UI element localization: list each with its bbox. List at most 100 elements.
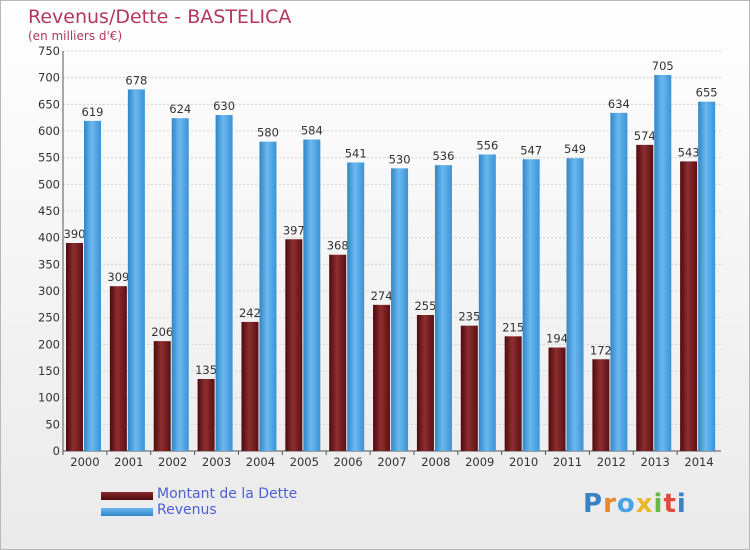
data-label: 215 (502, 320, 524, 334)
logo-letter: t (663, 489, 677, 519)
y-tick-label: 150 (38, 364, 60, 378)
y-tick-label: 0 (53, 444, 60, 458)
data-label: 390 (64, 227, 86, 241)
bar-revenus (391, 168, 409, 452)
data-label: 368 (327, 239, 349, 253)
bar-dette (504, 336, 522, 451)
data-label: 206 (151, 325, 173, 339)
y-tick-label: 300 (38, 284, 60, 298)
legend-swatch-dette (101, 492, 153, 500)
x-tick-label: 2001 (114, 455, 143, 469)
bar-revenus (478, 154, 496, 451)
y-tick-label: 550 (38, 151, 60, 165)
data-label: 543 (678, 145, 700, 159)
bar-revenus (698, 101, 716, 452)
x-tick-label: 2002 (158, 455, 187, 469)
bar-revenus (522, 159, 540, 451)
y-tick-label: 500 (38, 177, 60, 191)
bar-dette (153, 341, 171, 451)
data-label: 655 (696, 86, 718, 100)
logo-letter: r (603, 489, 617, 519)
bar-dette (329, 254, 347, 451)
bar-dette (636, 144, 654, 451)
x-tick-label: 2000 (70, 455, 99, 469)
bar-revenus (566, 158, 584, 451)
bar-revenus (610, 112, 628, 451)
chart-title: Revenus/Dette - BASTELICA (28, 6, 292, 28)
x-tick-label: 2003 (202, 455, 231, 469)
y-tick-label: 450 (38, 204, 60, 218)
y-tick-label: 400 (38, 231, 60, 245)
x-tick-label: 2011 (553, 455, 582, 469)
data-label: 274 (371, 289, 393, 303)
x-tick-label: 2005 (290, 455, 319, 469)
bar-revenus (434, 165, 452, 451)
data-label: 194 (546, 332, 568, 346)
y-tick-label: 200 (38, 337, 60, 351)
bar-revenus (654, 75, 672, 451)
data-label: 580 (257, 126, 279, 140)
bar-revenus (171, 118, 189, 451)
logo-letter: x (635, 489, 654, 519)
logo-letter: o (616, 489, 636, 519)
bar-dette (241, 321, 259, 451)
bar-revenus (127, 89, 145, 452)
y-tick-label: 100 (38, 391, 60, 405)
bar-dette (109, 286, 127, 451)
bar-revenus (259, 141, 277, 451)
y-tick-label: 350 (38, 257, 60, 271)
bar-dette (416, 315, 434, 451)
bar-revenus (215, 115, 233, 451)
x-tick-label: 2006 (333, 455, 362, 469)
bar-revenus (303, 139, 321, 452)
data-label: 172 (590, 343, 612, 357)
bar-dette (592, 359, 610, 451)
proxiti-logo: Proxiti (583, 489, 687, 519)
data-label: 135 (195, 363, 217, 377)
legend-swatch-revenus (101, 508, 153, 516)
data-label: 530 (389, 152, 411, 166)
bar-dette (548, 347, 566, 451)
data-label: 235 (458, 310, 480, 324)
data-label: 705 (652, 59, 674, 73)
data-label: 634 (608, 97, 630, 111)
chart-subtitle: (en milliers d'€) (28, 29, 123, 43)
x-tick-label: 2014 (684, 455, 713, 469)
x-tick-label: 2013 (641, 455, 670, 469)
bar-dette (197, 379, 215, 451)
x-tick-label: 2012 (597, 455, 626, 469)
legend-label-revenus: Revenus (157, 502, 217, 518)
y-tick-label: 50 (45, 417, 60, 431)
y-tick-label: 700 (38, 71, 60, 85)
data-label: 547 (520, 143, 542, 157)
data-label: 619 (82, 105, 104, 119)
data-label: 678 (125, 73, 147, 87)
data-label: 624 (169, 102, 191, 116)
y-tick-label: 600 (38, 124, 60, 138)
bar-dette (66, 243, 83, 451)
bar-dette (460, 325, 478, 451)
data-label: 255 (414, 299, 436, 313)
bar-dette (285, 239, 303, 451)
x-tick-label: 2007 (377, 455, 406, 469)
y-tick-label: 750 (38, 44, 60, 58)
x-tick-label: 2009 (465, 455, 494, 469)
data-label: 630 (213, 99, 235, 113)
y-tick-label: 650 (38, 97, 60, 111)
data-label: 242 (239, 306, 261, 320)
y-tick-label: 250 (38, 311, 60, 325)
x-tick-label: 2010 (509, 455, 538, 469)
data-label: 541 (345, 146, 367, 160)
bar-dette (680, 161, 698, 451)
data-label: 536 (432, 149, 454, 163)
bar-revenus (84, 120, 101, 451)
data-label: 556 (476, 138, 498, 152)
x-tick-label: 2008 (421, 455, 450, 469)
legend-label-dette: Montant de la Dette (157, 486, 298, 502)
data-label: 574 (634, 129, 656, 143)
logo-letter: P (583, 489, 604, 519)
data-label: 309 (107, 270, 129, 284)
data-label: 584 (301, 124, 323, 138)
